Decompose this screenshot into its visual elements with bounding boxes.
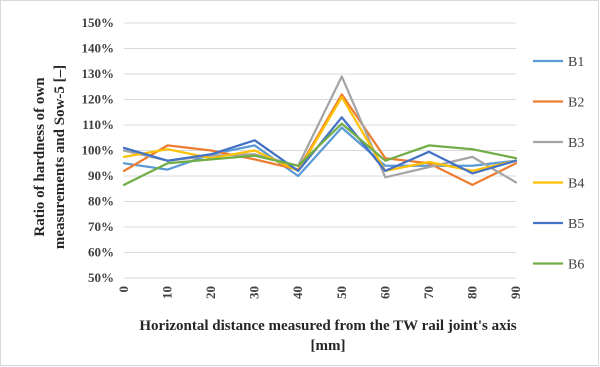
x-tick-label: 0 — [116, 286, 131, 293]
y-axis-title-line2: measurements and Sow-5 [–] — [52, 65, 68, 249]
x-axis-title-line2: [mm] — [311, 338, 346, 354]
legend-label-b6: B6 — [568, 258, 584, 273]
x-tick-label: 70 — [421, 286, 436, 299]
y-tick-label: 150% — [82, 15, 115, 30]
x-tick-label: 80 — [464, 286, 479, 299]
x-axis-ticks: 0 10 20 30 40 50 60 70 80 90 — [116, 286, 523, 299]
y-tick-label: 130% — [82, 66, 115, 81]
series-line-b2 — [122, 93, 518, 187]
series-line-b4 — [122, 95, 518, 173]
x-tick-label: 60 — [377, 286, 392, 299]
y-axis-title-line1: Ratio of hardness of own — [32, 77, 48, 237]
legend-label-b2: B2 — [568, 96, 584, 111]
x-tick-label: 30 — [247, 286, 262, 299]
x-tick-label: 50 — [334, 286, 349, 299]
y-tick-label: 60% — [88, 245, 114, 260]
y-tick-label: 140% — [82, 41, 115, 56]
gridlines — [124, 22, 516, 279]
y-tick-label: 80% — [88, 194, 114, 209]
y-tick-label: 90% — [88, 168, 114, 183]
x-tick-label: 20 — [203, 286, 218, 299]
y-tick-label: 70% — [88, 219, 114, 234]
legend: B1 B2 B3 B4 B5 B6 — [533, 55, 584, 273]
legend-label-b4: B4 — [568, 177, 584, 192]
y-tick-label: 110% — [82, 117, 114, 132]
x-tick-label: 90 — [508, 286, 523, 299]
y-axis-ticks: 50% 60% 70% 80% 90% 100% 110% 120% 130% 140% 150% — [82, 15, 115, 285]
x-tick-label: 40 — [290, 286, 305, 299]
legend-label-b5: B5 — [568, 217, 584, 232]
y-tick-label: 50% — [88, 270, 114, 285]
legend-label-b1: B1 — [568, 55, 584, 70]
y-tick-label: 120% — [82, 92, 115, 107]
series-line-b6 — [122, 122, 518, 187]
legend-label-b3: B3 — [568, 136, 584, 151]
y-tick-label: 100% — [82, 143, 115, 158]
x-tick-label: 10 — [160, 286, 175, 299]
x-axis-title-line1: Horizontal distance measured from the TW… — [139, 318, 516, 334]
series-lines — [122, 75, 518, 187]
